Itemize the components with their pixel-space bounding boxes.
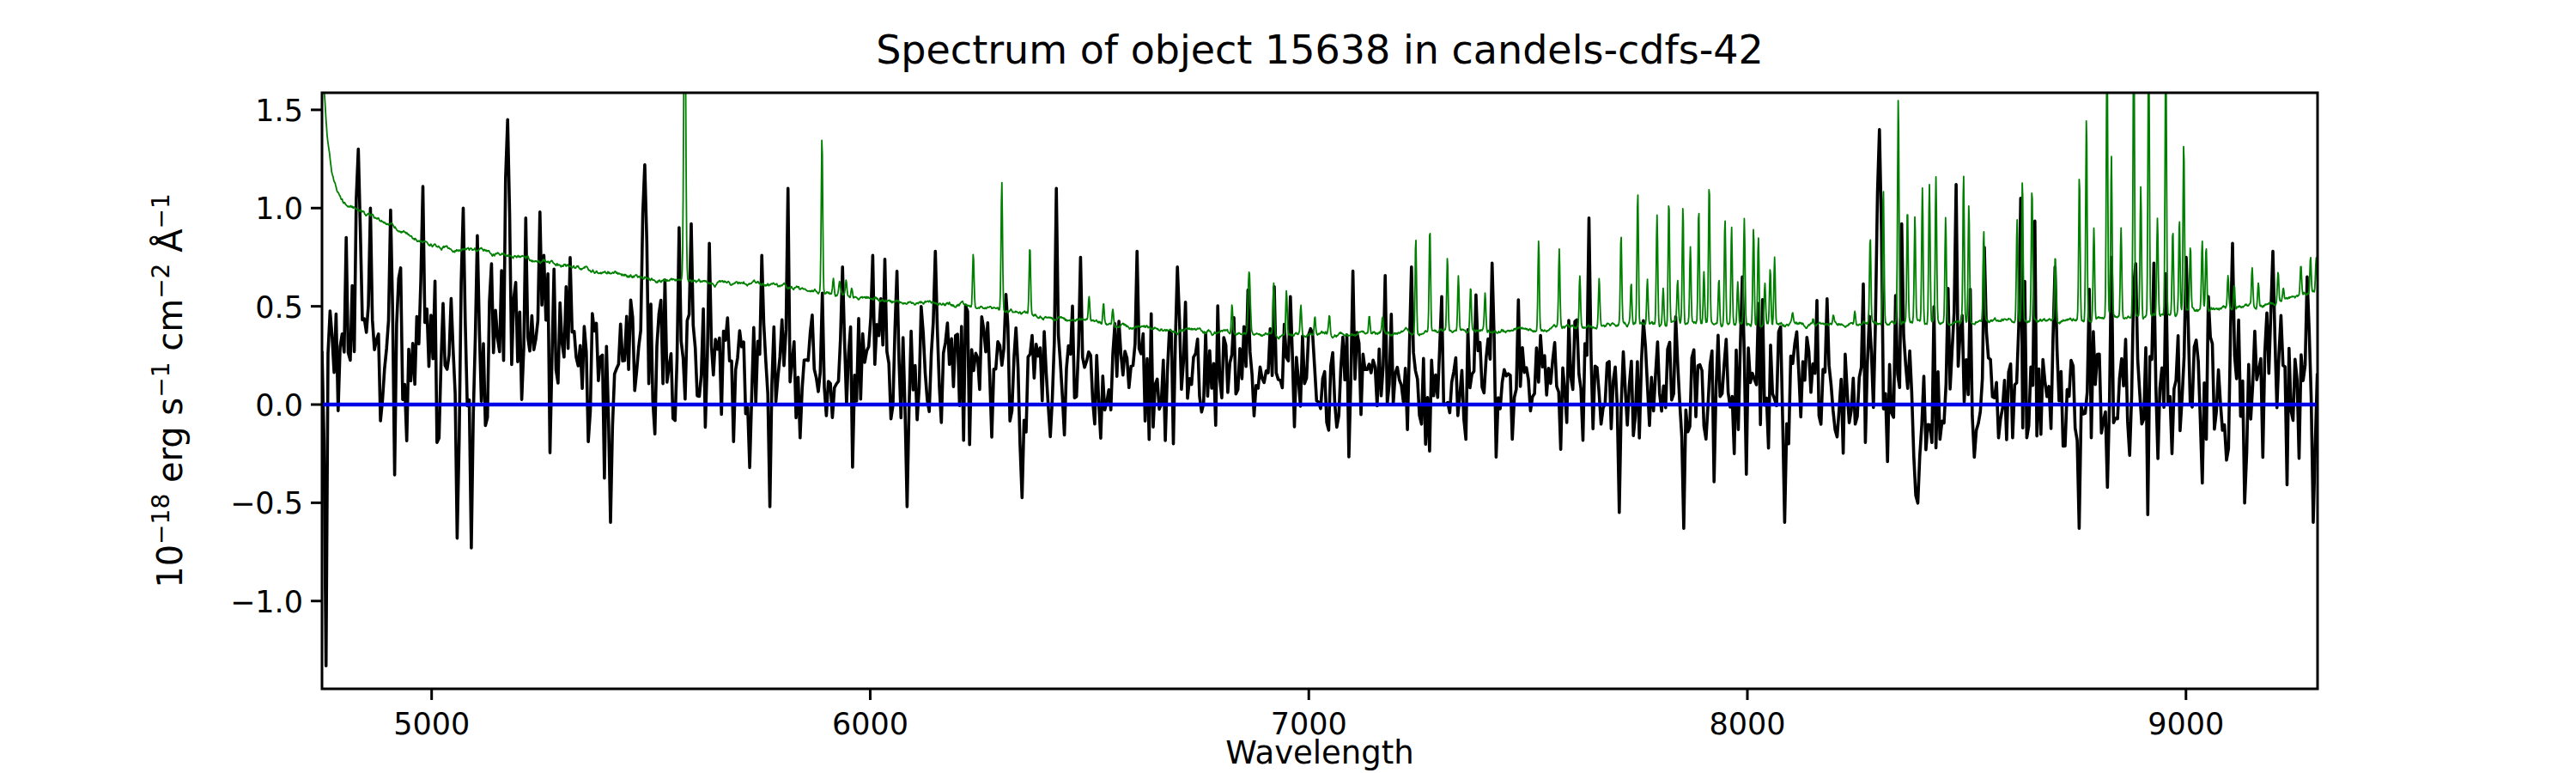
x-axis-ticks: 5000 6000 7000 8000 9000 bbox=[393, 689, 2224, 741]
x-tick-label: 9000 bbox=[2148, 707, 2224, 741]
x-tick-label: 8000 bbox=[1709, 707, 1785, 741]
y-axis-label: 10−18 erg s−1 cm−2 Å−1 bbox=[147, 193, 190, 588]
flux-line bbox=[322, 119, 2318, 666]
y-tick-label: 1.0 bbox=[255, 192, 303, 226]
y-tick-label: −0.5 bbox=[230, 486, 303, 520]
chart-title: Spectrum of object 15638 in candels-cdfs… bbox=[876, 27, 1764, 73]
x-tick-label: 7000 bbox=[1271, 707, 1347, 741]
plot-series bbox=[322, 0, 2318, 666]
y-tick-label: 1.5 bbox=[255, 94, 303, 128]
y-tick-label: 0.5 bbox=[255, 290, 303, 325]
y-tick-label: 0.0 bbox=[255, 388, 303, 423]
y-tick-label: −1.0 bbox=[230, 585, 303, 619]
figure: Spectrum of object 15638 in candels-cdfs… bbox=[0, 0, 2576, 773]
plot-border bbox=[322, 93, 2318, 689]
spectrum-chart: Spectrum of object 15638 in candels-cdfs… bbox=[0, 0, 2576, 773]
x-tick-label: 6000 bbox=[832, 707, 908, 741]
y-axis-ticks: −1.0 −0.5 0.0 0.5 1.0 1.5 bbox=[230, 94, 322, 619]
x-tick-label: 5000 bbox=[393, 707, 470, 741]
